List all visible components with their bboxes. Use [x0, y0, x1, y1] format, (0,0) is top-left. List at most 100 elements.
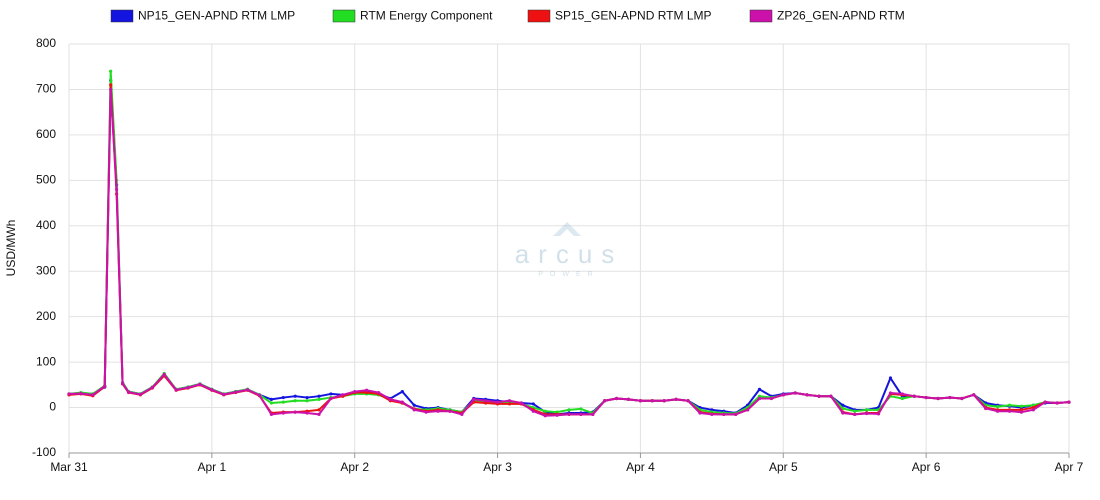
data-point	[109, 83, 113, 87]
data-point	[495, 400, 500, 404]
data-point	[257, 393, 262, 397]
data-point	[995, 405, 1000, 409]
data-point	[507, 402, 512, 406]
data-point	[638, 399, 643, 403]
data-point	[281, 411, 285, 415]
data-point	[567, 408, 571, 412]
data-point	[1007, 403, 1012, 407]
data-point	[841, 406, 845, 411]
data-point	[269, 412, 273, 416]
data-point	[210, 388, 214, 392]
y-tick-label: 700	[36, 82, 56, 96]
data-point	[234, 390, 238, 394]
legend-label[interactable]: SP15_GEN-APND RTM LMP	[555, 9, 712, 23]
data-point	[269, 401, 273, 405]
y-axis-label: USD/MWh	[4, 220, 18, 277]
data-point	[305, 395, 309, 400]
data-point	[853, 412, 857, 416]
data-point	[507, 399, 512, 403]
data-point	[972, 393, 976, 397]
y-tick-label: 200	[36, 309, 56, 323]
x-tick-label: Apr 3	[483, 460, 512, 474]
data-point	[1067, 400, 1071, 404]
data-point	[186, 385, 190, 390]
legend-swatch	[110, 9, 134, 23]
legend-swatch	[527, 9, 551, 23]
data-point	[281, 395, 285, 400]
x-tick-label: Apr 4	[626, 460, 655, 474]
data-point	[781, 393, 785, 397]
data-point	[1019, 408, 1023, 412]
data-point	[531, 402, 535, 406]
data-point	[960, 396, 964, 401]
legend-label[interactable]: NP15_GEN-APND RTM LMP	[138, 9, 295, 23]
data-point	[412, 403, 416, 407]
data-point	[460, 412, 464, 416]
data-point	[1031, 403, 1035, 407]
data-point	[400, 400, 404, 404]
data-point	[769, 396, 773, 401]
watermark-text: arcus	[515, 239, 624, 269]
data-point	[269, 397, 273, 401]
data-point	[936, 396, 940, 401]
data-point	[948, 395, 952, 400]
data-point	[174, 388, 178, 392]
data-point	[853, 409, 857, 413]
data-point	[138, 392, 143, 396]
data-point	[472, 397, 476, 401]
data-point	[745, 408, 750, 412]
y-tick-label: 0	[49, 400, 56, 414]
data-point	[555, 410, 559, 414]
data-point	[365, 390, 369, 395]
x-tick-label: Apr 5	[769, 460, 798, 474]
data-point	[436, 409, 440, 413]
data-point	[686, 399, 690, 403]
data-point	[984, 406, 988, 411]
data-point	[329, 396, 333, 401]
x-tick-label: Apr 2	[340, 460, 369, 474]
legend-label[interactable]: RTM Energy Component	[360, 9, 493, 23]
data-point	[484, 401, 488, 405]
data-point	[79, 391, 83, 396]
data-point	[150, 385, 154, 390]
data-point	[1019, 404, 1023, 408]
data-point	[317, 412, 321, 416]
data-point	[448, 409, 452, 413]
data-point	[995, 409, 1000, 413]
x-tick-label: Apr 1	[198, 460, 227, 474]
data-point	[305, 411, 309, 415]
data-point	[888, 376, 893, 380]
data-point	[317, 394, 321, 398]
data-point	[388, 397, 393, 401]
data-point	[757, 394, 762, 398]
data-point	[317, 397, 321, 401]
y-tick-label: 500	[36, 173, 56, 187]
data-point	[91, 393, 95, 397]
data-point	[1007, 409, 1012, 413]
data-point	[698, 411, 702, 415]
data-point	[674, 397, 678, 401]
data-point	[109, 69, 113, 73]
data-point	[757, 387, 762, 391]
data-point	[710, 412, 714, 416]
data-point	[543, 409, 547, 413]
watermark: arcus POWER	[515, 222, 624, 278]
data-point	[222, 392, 226, 396]
grid	[68, 43, 1070, 454]
data-point	[1031, 408, 1035, 412]
data-point	[245, 388, 250, 392]
data-point	[888, 391, 893, 395]
data-point	[567, 412, 571, 416]
legend-swatch	[749, 9, 773, 23]
y-tick-label: 600	[36, 127, 56, 141]
data-point	[293, 394, 297, 398]
data-point	[484, 399, 488, 403]
data-point	[120, 381, 125, 386]
data-point	[412, 408, 416, 412]
x-tick-label: Apr 6	[912, 460, 941, 474]
y-tick-label: 400	[36, 218, 56, 232]
legend-label[interactable]: ZP26_GEN-APND RTM	[777, 9, 905, 23]
data-point	[115, 187, 119, 192]
